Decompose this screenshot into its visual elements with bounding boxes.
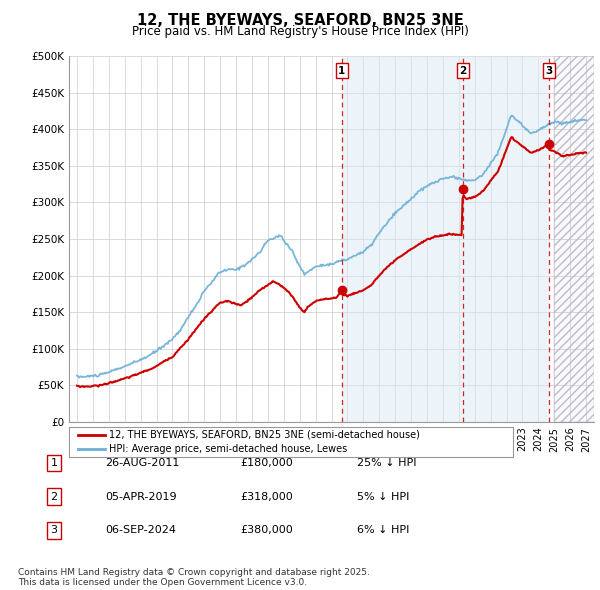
Text: 12, THE BYEWAYS, SEAFORD, BN25 3NE: 12, THE BYEWAYS, SEAFORD, BN25 3NE	[137, 13, 463, 28]
Text: 2: 2	[50, 492, 58, 502]
Text: 06-SEP-2024: 06-SEP-2024	[105, 526, 176, 535]
Text: 05-APR-2019: 05-APR-2019	[105, 492, 176, 502]
Bar	[342, 56, 549, 422]
Text: 2: 2	[459, 65, 466, 76]
Text: 1: 1	[338, 65, 346, 76]
Text: Price paid vs. HM Land Registry's House Price Index (HPI): Price paid vs. HM Land Registry's House …	[131, 25, 469, 38]
Text: HPI: Average price, semi-detached house, Lewes: HPI: Average price, semi-detached house,…	[109, 444, 347, 454]
Text: Contains HM Land Registry data © Crown copyright and database right 2025.
This d: Contains HM Land Registry data © Crown c…	[18, 568, 370, 587]
Text: 26-AUG-2011: 26-AUG-2011	[105, 458, 179, 468]
Text: £180,000: £180,000	[240, 458, 293, 468]
Text: 6% ↓ HPI: 6% ↓ HPI	[357, 526, 409, 535]
Text: £380,000: £380,000	[240, 526, 293, 535]
Text: 25% ↓ HPI: 25% ↓ HPI	[357, 458, 416, 468]
Text: £318,000: £318,000	[240, 492, 293, 502]
Text: 3: 3	[545, 65, 553, 76]
Text: 5% ↓ HPI: 5% ↓ HPI	[357, 492, 409, 502]
Text: 1: 1	[50, 458, 58, 468]
Text: 3: 3	[50, 526, 58, 535]
Text: 12, THE BYEWAYS, SEAFORD, BN25 3NE (semi-detached house): 12, THE BYEWAYS, SEAFORD, BN25 3NE (semi…	[109, 430, 420, 440]
